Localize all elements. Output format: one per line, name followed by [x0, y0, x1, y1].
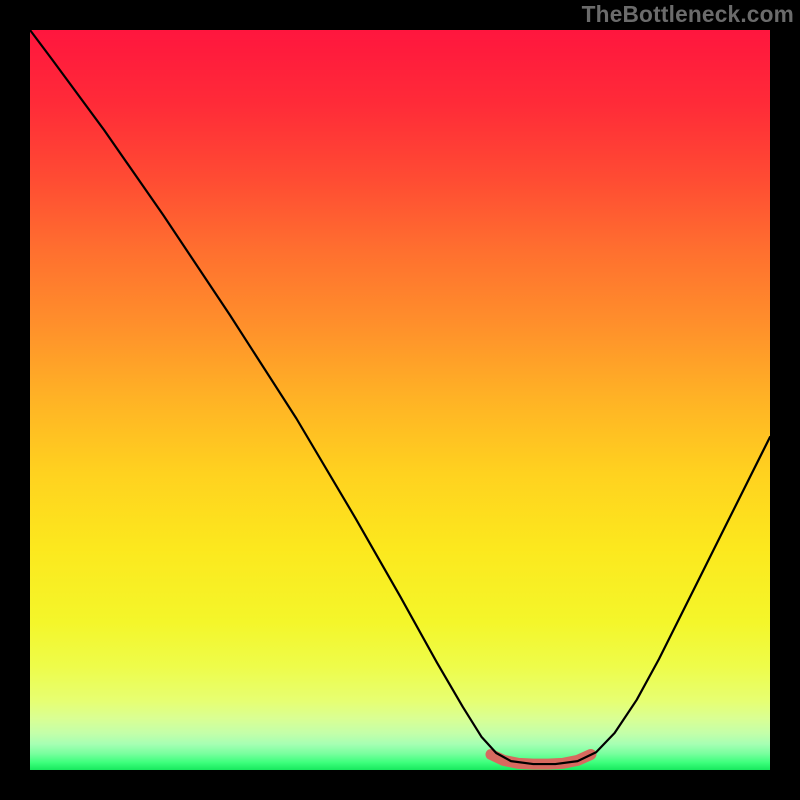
watermark: TheBottleneck.com	[582, 1, 794, 28]
chart-stage: TheBottleneck.com	[0, 0, 800, 800]
chart-svg	[0, 0, 800, 800]
